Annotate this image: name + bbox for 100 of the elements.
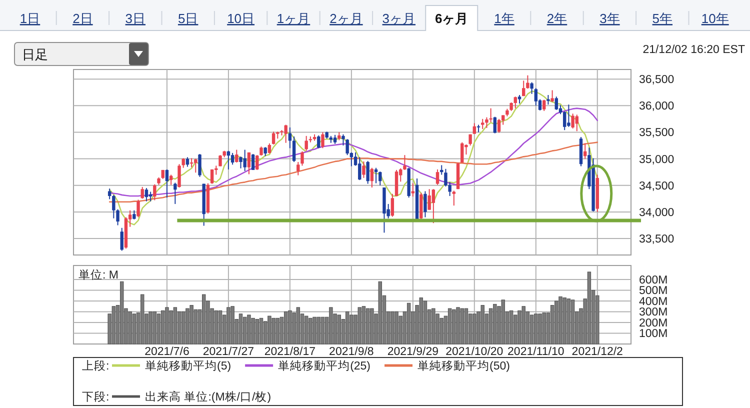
bar <box>398 316 402 344</box>
bar <box>562 298 566 344</box>
candlestick <box>534 88 538 106</box>
x-tick-label: 2021/11/10 <box>508 346 564 358</box>
y-tick-label: 300M <box>639 306 668 319</box>
tab-label: 1日 <box>20 11 40 26</box>
candlestick <box>472 122 476 134</box>
bar <box>148 311 152 344</box>
line-series <box>108 108 598 197</box>
candlestick <box>366 160 370 184</box>
tab-label: 2年 <box>546 11 568 26</box>
bar <box>296 307 300 344</box>
bar <box>329 307 333 344</box>
candlestick <box>243 149 246 172</box>
x-tick-label: 2021/7/27 <box>202 346 254 358</box>
x-tick-label: 2021/10/20 <box>446 346 504 358</box>
bar <box>276 318 280 344</box>
bar <box>440 318 444 344</box>
bar <box>182 311 186 344</box>
bar <box>488 308 493 344</box>
candlestick <box>542 99 546 112</box>
candlestick <box>284 124 288 144</box>
annotation: 単位: M <box>78 268 118 282</box>
candlestick <box>562 110 566 131</box>
bar <box>120 281 124 344</box>
y-tick-label: 400M <box>639 296 668 308</box>
candlestick <box>132 210 136 220</box>
candlestick <box>178 164 181 188</box>
bar <box>268 316 272 344</box>
bar <box>169 310 173 344</box>
bar <box>390 311 394 344</box>
bar <box>226 307 230 344</box>
candlestick <box>296 161 300 176</box>
candlestick <box>460 142 464 164</box>
y-tick-label: 200M <box>639 317 668 330</box>
timestamp: 21/12/02 16:20 EST <box>642 44 745 56</box>
candlestick <box>321 132 324 149</box>
candlestick <box>346 138 349 156</box>
bar <box>112 306 116 344</box>
bar <box>243 316 247 344</box>
bar <box>448 308 452 344</box>
bar <box>156 314 161 344</box>
bar <box>419 298 423 344</box>
bar <box>570 300 575 344</box>
candlestick <box>420 192 423 222</box>
x-tick-label: 2021/9/8 <box>329 346 374 358</box>
bar <box>538 314 542 344</box>
bar <box>194 309 198 344</box>
bar <box>259 318 264 344</box>
candlestick <box>140 186 144 200</box>
bar <box>518 310 522 344</box>
candlestick <box>514 96 517 109</box>
candlestick <box>136 199 140 218</box>
y-tick-label: 100M <box>639 328 668 340</box>
bar <box>345 311 350 344</box>
candlestick <box>567 104 570 128</box>
tab-label: 3年 <box>600 11 620 26</box>
dropdown: 日足 <box>14 42 149 66</box>
bar <box>308 318 312 344</box>
tab-label: 10年 <box>701 11 729 26</box>
candlestick <box>300 150 304 166</box>
bar <box>501 300 505 344</box>
candlestick <box>436 168 440 186</box>
candlestick <box>428 188 431 210</box>
tab-label: 3ヶ月 <box>382 11 416 26</box>
bar <box>530 314 534 344</box>
candlestick <box>144 188 148 202</box>
candlestick <box>153 184 156 201</box>
bar <box>320 316 325 344</box>
candlestick <box>268 142 272 154</box>
candlestick <box>108 188 112 200</box>
tab-label: 5日 <box>178 11 198 26</box>
bar <box>202 294 206 344</box>
bar <box>370 308 374 344</box>
x-tick-label: 2021/8/17 <box>264 346 316 358</box>
bar <box>284 311 288 344</box>
candlestick <box>403 154 406 170</box>
candlestick <box>235 149 238 164</box>
bar <box>218 310 222 344</box>
candlestick <box>256 154 259 170</box>
bar <box>247 314 251 344</box>
candlestick <box>230 152 234 166</box>
candlestick <box>522 80 526 97</box>
candlestick <box>317 134 320 149</box>
bar <box>358 307 362 344</box>
bar <box>558 296 562 344</box>
bar <box>514 314 518 344</box>
bar <box>456 307 460 344</box>
candlestick <box>370 167 374 188</box>
tab-label: 3日 <box>125 11 146 26</box>
legend-label: 単純移動平均(25) <box>278 360 371 372</box>
bar <box>337 314 341 344</box>
bar <box>362 306 366 344</box>
candlestick <box>378 171 382 186</box>
bar <box>472 314 476 344</box>
candlestick <box>112 194 116 219</box>
x-tick-label: 2021/7/6 <box>144 346 190 358</box>
candlestick <box>210 168 214 184</box>
candlestick <box>174 182 177 204</box>
tab-label: 5年 <box>652 11 673 26</box>
